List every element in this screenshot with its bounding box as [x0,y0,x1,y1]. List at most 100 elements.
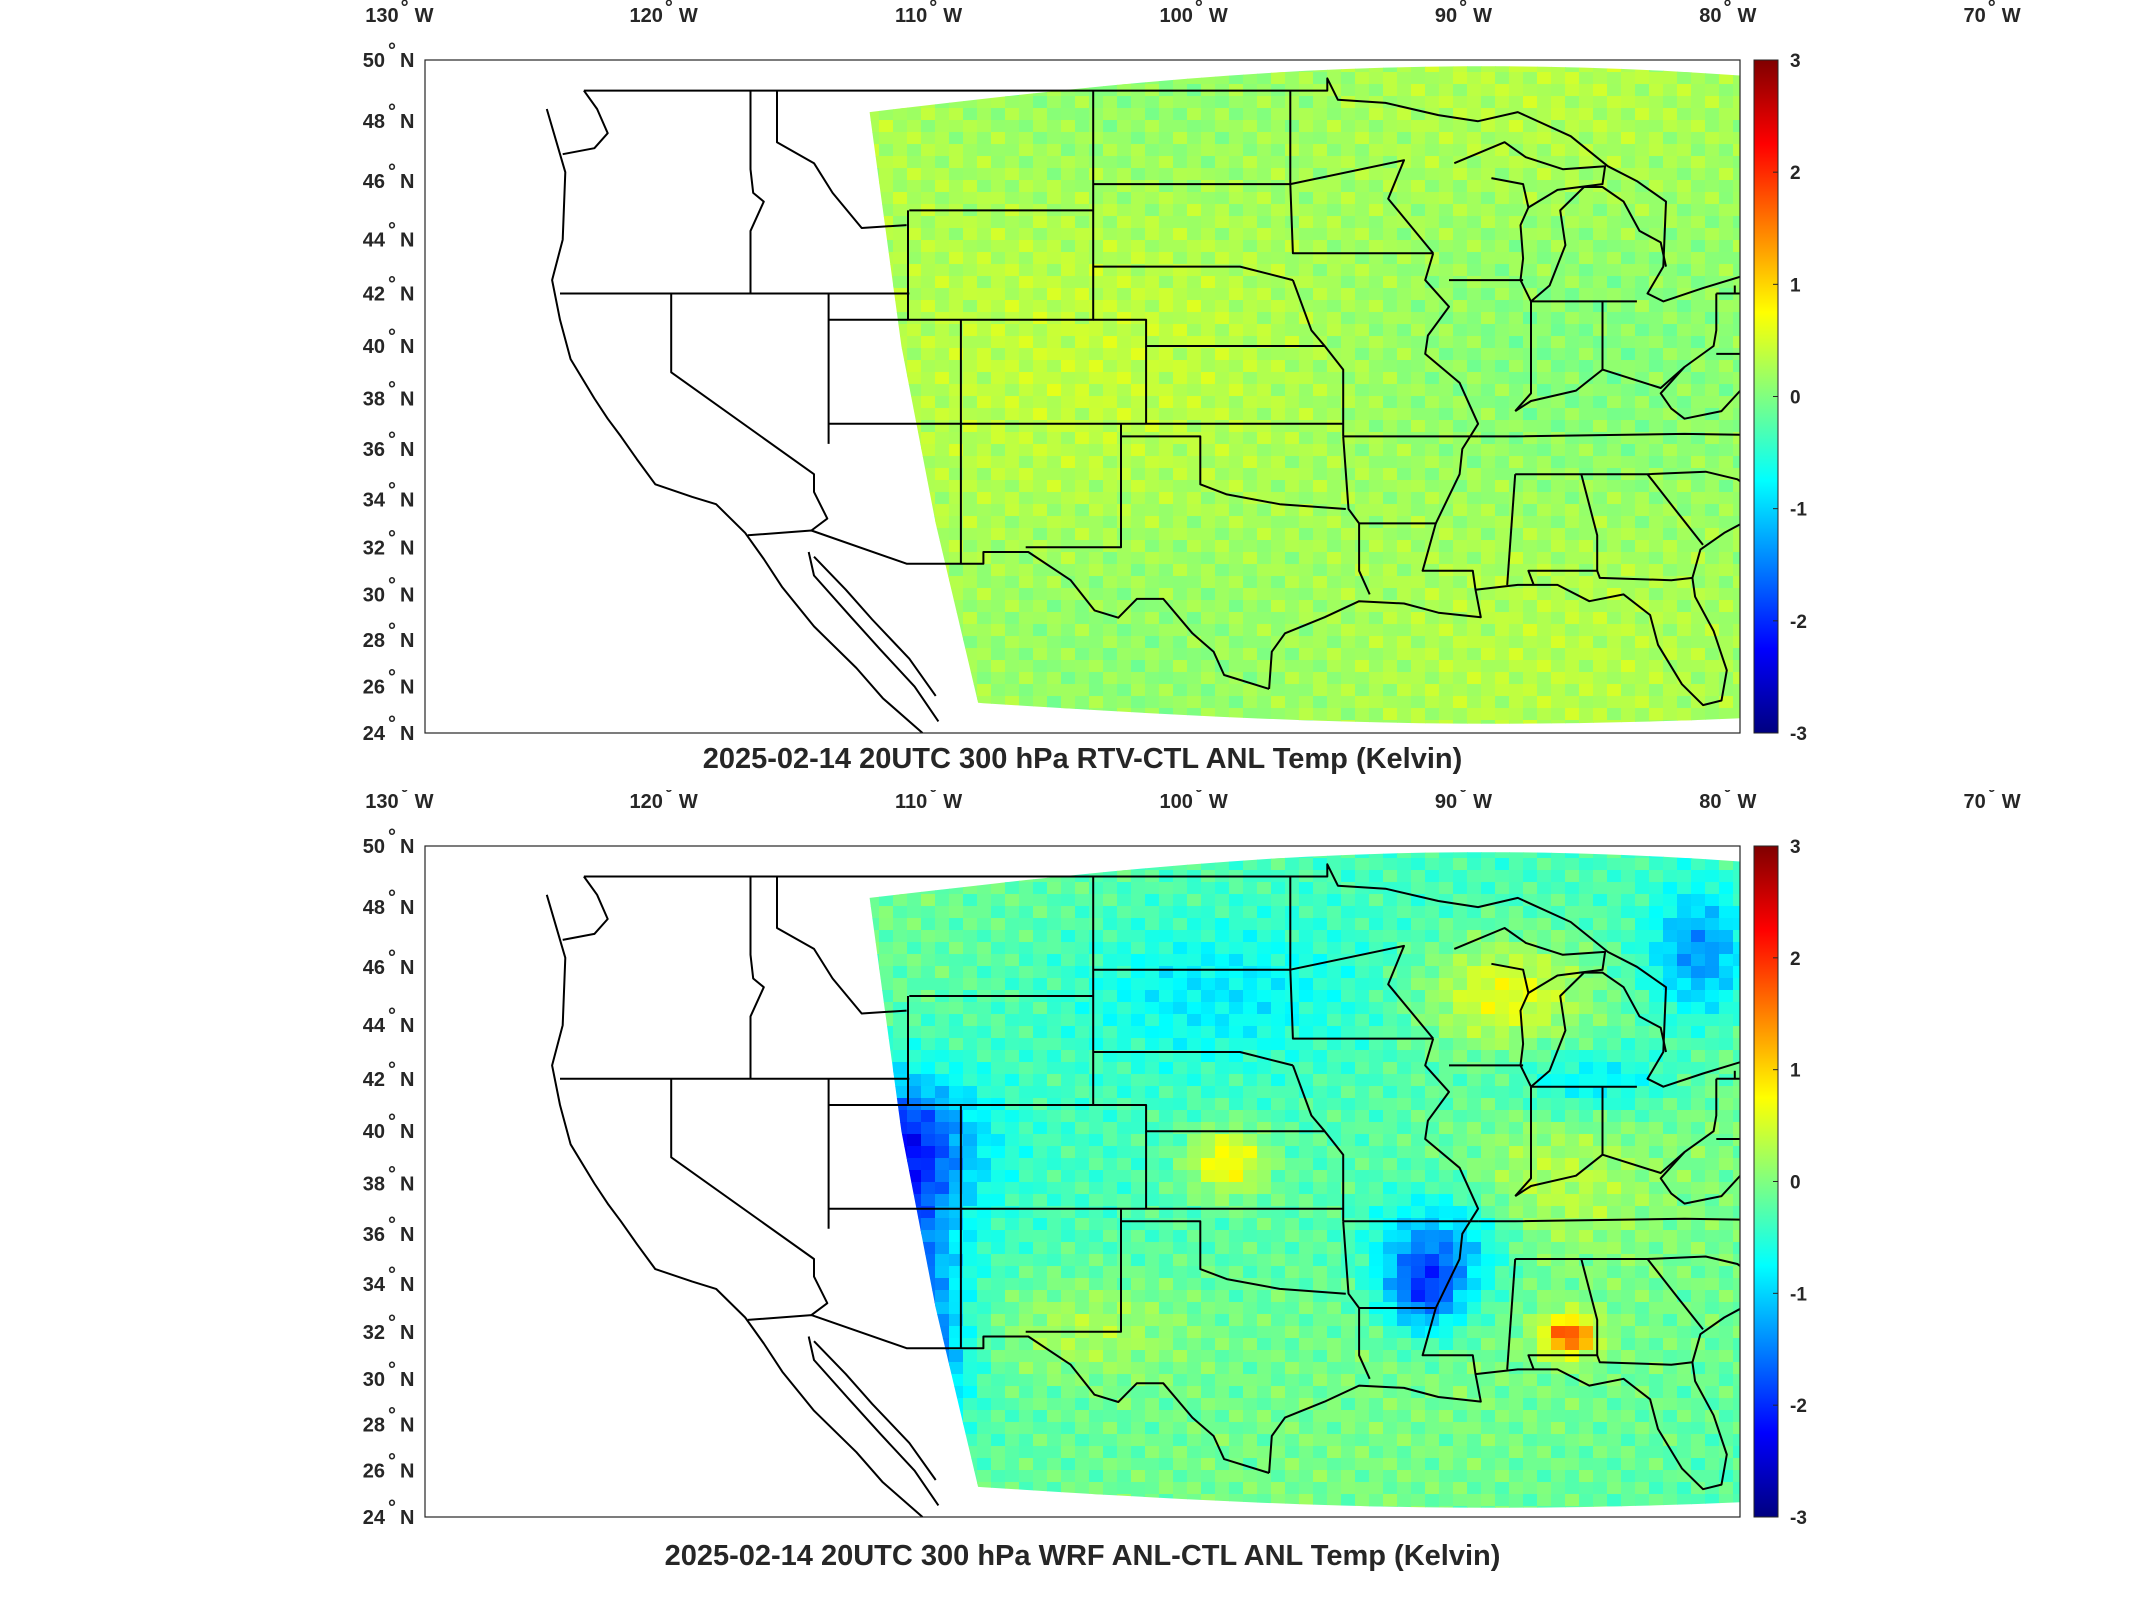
lat-tick-hemisphere: N [400,677,414,699]
colorbar-tick-label: 0 [1790,1173,1801,1194]
lon-tick-label: 100 [1159,791,1192,813]
degree-symbol: ° [1195,790,1203,805]
lat-tick-hemisphere: N [400,1414,414,1436]
map-rtv-ctl: 130 ° W 120 ° W 110 ° W 100 ° W 90 ° W 80 ° W 70 ° W50 ° N48 ° N… [363,0,2021,740]
lon-tick-hemisphere: W [943,5,962,27]
lat-tick-hemisphere: N [400,284,414,306]
lat-tick-label: 36 [363,1224,385,1246]
colorbar-tick-label: -1 [1790,1284,1807,1305]
axes-frame [424,59,1741,734]
lon-tick-label: 110 [895,5,927,27]
degree-symbol: ° [388,220,396,242]
lat-tick-hemisphere: N [400,957,414,979]
degree-symbol: ° [388,1264,396,1286]
degree-symbol: ° [1459,0,1467,19]
degree-symbol: ° [388,887,396,909]
state-borders [545,77,1740,733]
panel-title-rtv-ctl: 2025-02-14 20UTC 300 hPa RTV-CTL ANL Tem… [702,743,1463,775]
lat-tick-hemisphere: N [400,439,414,461]
lat-tick-hemisphere: N [400,111,414,133]
lon-tick-hemisphere: W [1473,5,1492,27]
degree-symbol: ° [1723,0,1731,19]
degree-symbol: ° [388,429,396,451]
lat-tick-hemisphere: N [400,630,414,652]
lat-tick-hemisphere: N [400,537,414,559]
colorbar-tick-label: -2 [1790,612,1807,633]
lat-tick-label: 38 [363,1174,385,1196]
lon-tick-hemisphere: W [1209,791,1228,813]
degree-symbol: ° [388,101,396,123]
lat-tick-label: 26 [363,677,385,699]
degree-symbol: ° [665,790,673,805]
lon-tick-hemisphere: W [1737,5,1756,27]
map-wrf-ctl: 130 ° W 120 ° W 110 ° W 100 ° W 90 ° W 80 ° W 70 ° W50 ° N48 ° N… [363,790,2021,1529]
degree-symbol: ° [1195,0,1203,19]
lon-tick-label: 110 [895,791,927,813]
lat-tick-hemisphere: N [400,230,414,252]
lat-tick-hemisphere: N [400,723,414,740]
lat-tick-hemisphere: N [400,389,414,411]
lat-tick-label: 32 [363,537,385,559]
degree-symbol: ° [388,379,396,401]
lat-tick-label: 28 [363,1414,385,1436]
lat-tick-hemisphere: N [400,1507,414,1529]
degree-symbol: ° [388,1451,396,1473]
lon-tick-hemisphere: W [679,5,698,27]
colorbar-tick-label: -3 [1790,1508,1807,1529]
lat-tick-hemisphere: N [400,1174,414,1196]
lon-tick-label: 130 [365,5,398,27]
degree-symbol: ° [388,1359,396,1381]
lat-tick-label: 26 [363,1461,385,1483]
degree-symbol: ° [388,479,396,501]
degree-symbol: ° [388,1111,396,1133]
degree-symbol: ° [388,1404,396,1426]
lat-tick-hemisphere: N [400,1015,414,1037]
degree-symbol: ° [388,713,396,735]
colorbar-tick-label: -1 [1790,500,1807,521]
lat-tick-label: 34 [363,1274,386,1296]
degree-symbol: ° [388,826,396,848]
degree-symbol: ° [929,790,937,805]
lat-tick-label: 24 [363,1507,386,1529]
lat-tick-label: 40 [363,1121,385,1143]
colorbar-tick-label: 3 [1790,837,1801,858]
lat-tick-hemisphere: N [400,1322,414,1344]
lon-tick-hemisphere: W [679,791,698,813]
degree-symbol: ° [1459,790,1467,805]
colorbar-tick-label: 1 [1790,275,1801,296]
lon-tick-hemisphere: W [943,791,962,813]
degree-symbol: ° [388,161,396,183]
panel-wrf-ctl: 130 ° W 120 ° W 110 ° W 100 ° W 90 ° W 80 ° W 70 ° W 50 ° N 48 ° N… [0,790,2133,1600]
lon-tick-hemisphere: W [2002,5,2021,27]
lat-tick-hemisphere: N [400,1461,414,1483]
lat-tick-hemisphere: N [400,50,414,72]
degree-symbol: ° [388,527,396,549]
lon-tick-label: 100 [1159,5,1192,27]
degree-symbol: ° [665,0,673,19]
colorbar-tick-label: 1 [1790,1061,1801,1082]
axes-frame [424,845,1741,1518]
degree-symbol: ° [388,1059,396,1081]
lat-tick-label: 48 [363,111,385,133]
lat-tick-label: 42 [363,284,385,306]
degree-symbol: ° [401,0,409,19]
lat-tick-label: 44 [363,230,386,252]
lat-tick-label: 46 [363,171,385,193]
lat-tick-label: 30 [363,1369,385,1391]
lat-tick-hemisphere: N [400,489,414,511]
lat-tick-label: 32 [363,1322,385,1344]
lon-tick-label: 120 [630,5,663,27]
lat-tick-hemisphere: N [400,584,414,606]
degree-symbol: ° [401,790,409,805]
colorbar-tick-label: 2 [1790,949,1801,970]
lon-tick-label: 80 [1699,791,1721,813]
degree-symbol: ° [388,574,396,596]
lat-tick-hemisphere: N [400,1369,414,1391]
lat-tick-hemisphere: N [400,1274,414,1296]
lat-tick-label: 34 [363,489,386,511]
lat-tick-hemisphere: N [400,1121,414,1143]
lat-tick-hemisphere: N [400,836,414,858]
lon-tick-hemisphere: W [1737,791,1756,813]
degree-symbol: ° [388,1497,396,1519]
degree-symbol: ° [388,667,396,689]
